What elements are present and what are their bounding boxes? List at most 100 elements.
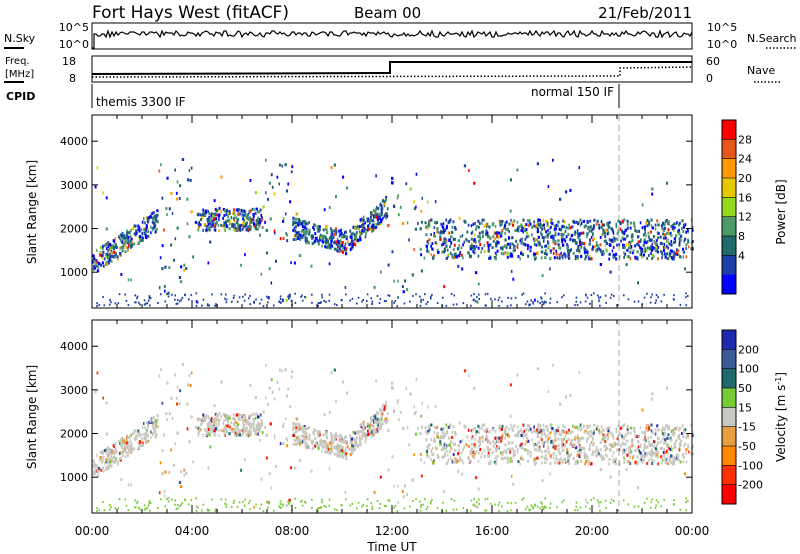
power-echo bbox=[634, 244, 637, 248]
velocity-echo bbox=[140, 443, 143, 447]
velocity-echo bbox=[164, 505, 167, 508]
power-echo bbox=[605, 301, 607, 304]
velocity-echo bbox=[208, 423, 210, 427]
power-echo bbox=[310, 264, 313, 268]
velocity-echo bbox=[254, 412, 256, 416]
velocity-echo bbox=[579, 445, 581, 449]
power-echo bbox=[118, 293, 121, 296]
velocity-echo bbox=[518, 430, 521, 434]
velocity-echo bbox=[667, 451, 669, 455]
velocity-echo bbox=[313, 446, 315, 450]
power-echo bbox=[328, 244, 332, 248]
velocity-echo bbox=[324, 450, 327, 454]
velocity-echo bbox=[381, 404, 385, 408]
velocity-echo bbox=[93, 471, 97, 475]
power-echo bbox=[442, 241, 445, 245]
velocity-echo bbox=[651, 458, 654, 462]
power-echo bbox=[370, 225, 373, 229]
velocity-echo bbox=[163, 489, 166, 493]
velocity-echo bbox=[486, 446, 489, 450]
velocity-echo bbox=[520, 433, 523, 437]
velocity-echo bbox=[662, 437, 665, 441]
power-echo bbox=[454, 227, 457, 231]
velocity-echo bbox=[132, 432, 135, 436]
power-echo bbox=[586, 250, 589, 254]
velocity-echo bbox=[383, 419, 386, 423]
power-echo bbox=[383, 300, 386, 303]
power-echo bbox=[678, 243, 681, 247]
power-echo bbox=[643, 296, 646, 299]
power-echo bbox=[214, 222, 217, 226]
power-echo bbox=[621, 229, 623, 233]
velocity-echo bbox=[297, 423, 301, 427]
power-echo bbox=[199, 213, 202, 217]
velocity-echo bbox=[96, 474, 100, 478]
power-echo bbox=[321, 296, 323, 299]
power-echo bbox=[272, 304, 275, 307]
velocity-echo bbox=[373, 419, 376, 423]
power-echo bbox=[667, 222, 669, 226]
power-echo bbox=[674, 252, 676, 256]
velocity-echo bbox=[300, 434, 304, 438]
power-echo bbox=[520, 251, 522, 255]
power-echo bbox=[245, 228, 248, 232]
velocity-echo bbox=[580, 436, 583, 440]
power-echo bbox=[556, 301, 559, 304]
velocity-echo bbox=[519, 462, 521, 466]
power-echo bbox=[135, 229, 137, 233]
power-echo bbox=[208, 304, 211, 307]
velocity-echo bbox=[176, 507, 179, 510]
velocity-echo bbox=[218, 434, 220, 438]
power-echo bbox=[373, 214, 376, 218]
velocity-echo bbox=[320, 506, 322, 509]
power-echo bbox=[183, 268, 186, 272]
power-echo bbox=[138, 226, 141, 230]
power-echo bbox=[154, 224, 157, 228]
velocity-echo bbox=[627, 503, 630, 506]
power-echo bbox=[673, 294, 675, 297]
velocity-echo bbox=[511, 441, 514, 445]
power-echo bbox=[290, 170, 293, 174]
velocity-echo bbox=[576, 436, 579, 440]
velocity-echo bbox=[112, 444, 115, 448]
velocity-echo bbox=[249, 508, 252, 511]
power-echo bbox=[433, 254, 435, 258]
colorbar-tick-label: 15 bbox=[738, 401, 752, 414]
velocity-echo bbox=[556, 506, 559, 509]
velocity-echo bbox=[584, 455, 587, 459]
velocity-echo bbox=[330, 436, 333, 440]
power-echo bbox=[570, 233, 574, 237]
power-echo bbox=[468, 239, 470, 243]
velocity-echo bbox=[357, 445, 359, 449]
date-title: 21/Feb/2011 bbox=[598, 4, 692, 22]
velocity-echo bbox=[217, 423, 220, 427]
velocity-echo bbox=[359, 442, 362, 446]
power-echo bbox=[330, 166, 333, 170]
power-echo bbox=[657, 223, 660, 227]
power-echo bbox=[672, 228, 675, 232]
velocity-echo bbox=[249, 421, 251, 425]
velocity-echo bbox=[650, 450, 653, 454]
power-echo bbox=[340, 299, 343, 302]
velocity-echo bbox=[451, 430, 454, 434]
velocity-echo bbox=[550, 425, 552, 429]
noise-right-tick-top: 10^5 bbox=[707, 21, 737, 34]
velocity-echo bbox=[168, 471, 171, 475]
velocity-echo bbox=[531, 430, 534, 434]
power-echo bbox=[292, 237, 295, 241]
power-echo bbox=[472, 299, 475, 302]
velocity-echo bbox=[154, 423, 157, 427]
velocity-echo bbox=[512, 451, 515, 455]
velocity-echo bbox=[426, 452, 429, 456]
velocity-echo bbox=[290, 504, 293, 507]
power-echo bbox=[426, 244, 429, 248]
power-echo bbox=[685, 255, 688, 259]
power-echo bbox=[541, 236, 545, 240]
power-echo bbox=[590, 294, 593, 297]
velocity-echo bbox=[537, 425, 539, 429]
velocity-echo bbox=[343, 451, 346, 455]
velocity-echo bbox=[359, 423, 362, 427]
power-echo bbox=[537, 235, 540, 239]
power-echo bbox=[691, 228, 694, 232]
velocity-echo bbox=[374, 431, 377, 435]
